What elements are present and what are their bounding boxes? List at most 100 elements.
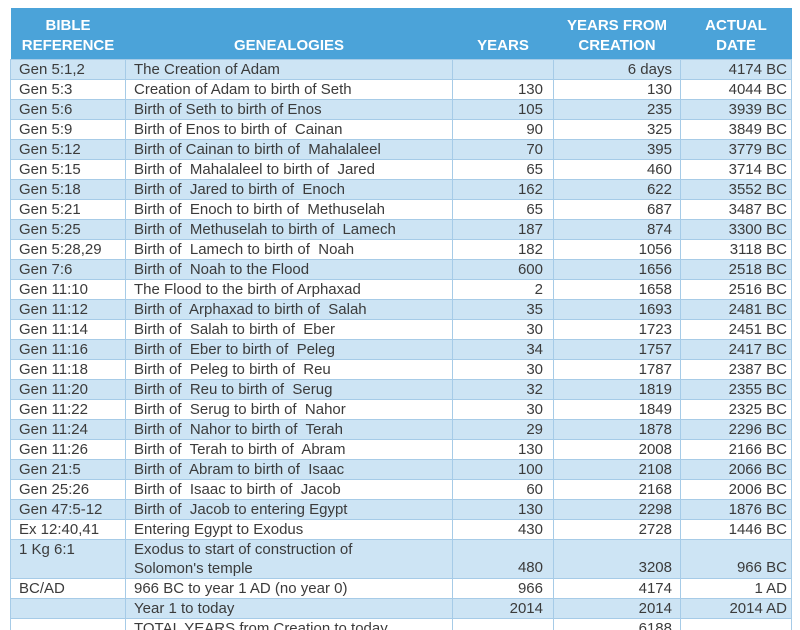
cell-bible-reference: Gen 5:9 bbox=[10, 119, 126, 140]
cell-genealogy: 966 BC to year 1 AD (no year 0) bbox=[125, 578, 453, 599]
cell-genealogy: Birth of Arphaxad to birth of Salah bbox=[125, 299, 453, 320]
cell-genealogy: Birth of Enoch to birth of Methuselah bbox=[125, 199, 453, 220]
cell-actual-date: 2296 BC bbox=[680, 419, 792, 440]
cell-years: 30 bbox=[452, 359, 554, 380]
cell-years: 130 bbox=[452, 439, 554, 460]
cell-genealogy: Birth of Methuselah to birth of Lamech bbox=[125, 219, 453, 240]
cell-actual-date: 3714 BC bbox=[680, 159, 792, 180]
cell-years-from-creation: 460 bbox=[553, 159, 681, 180]
table-row: Ex 12:40,41 Entering Egypt to Exodus 430… bbox=[10, 519, 792, 540]
cell-actual-date: 4044 BC bbox=[680, 79, 792, 100]
cell-years-from-creation: 2108 bbox=[553, 459, 681, 480]
cell-actual-date: 1446 BC bbox=[680, 519, 792, 540]
cell-years: 187 bbox=[452, 219, 554, 240]
cell-actual-date: 1 AD bbox=[680, 578, 792, 599]
header-bible-reference: BIBLE REFERENCE bbox=[10, 8, 126, 60]
cell-actual-date: 2417 BC bbox=[680, 339, 792, 360]
cell-genealogy: Year 1 to today bbox=[125, 598, 453, 619]
cell-years: 70 bbox=[452, 139, 554, 160]
cell-bible-reference: Gen 21:5 bbox=[10, 459, 126, 480]
cell-genealogy: The Flood to the birth of Arphaxad bbox=[125, 279, 453, 300]
cell-genealogy: Birth of Reu to birth of Serug bbox=[125, 379, 453, 400]
cell-years: 182 bbox=[452, 239, 554, 260]
cell-bible-reference: Gen 5:3 bbox=[10, 79, 126, 100]
cell-years: 130 bbox=[452, 79, 554, 100]
table-row: Gen 5:12 Birth of Cainan to birth of Mah… bbox=[10, 139, 792, 160]
cell-actual-date: 2518 BC bbox=[680, 259, 792, 280]
table-row: Gen 11:14 Birth of Salah to birth of Ebe… bbox=[10, 319, 792, 340]
cell-actual-date: 2387 BC bbox=[680, 359, 792, 380]
cell-genealogy: TOTAL YEARS from Creation to today bbox=[125, 618, 453, 630]
cell-bible-reference: BC/AD bbox=[10, 578, 126, 599]
cell-genealogy: Birth of Seth to birth of Enos bbox=[125, 99, 453, 120]
table-row: 1 Kg 6:1 Exodus to start of construction… bbox=[10, 539, 792, 579]
table-row: TOTAL YEARS from Creation to today 6188 bbox=[10, 618, 792, 630]
cell-bible-reference: Gen 5:6 bbox=[10, 99, 126, 120]
cell-bible-reference: Gen 25:26 bbox=[10, 479, 126, 500]
cell-years: 30 bbox=[452, 399, 554, 420]
cell-actual-date: 2166 BC bbox=[680, 439, 792, 460]
header-genealogies: GENEALOGIES bbox=[125, 8, 453, 60]
cell-bible-reference: Gen 5:28,29 bbox=[10, 239, 126, 260]
cell-years-from-creation: 235 bbox=[553, 99, 681, 120]
cell-years: 430 bbox=[452, 519, 554, 540]
table-row: Gen 21:5 Birth of Abram to birth of Isaa… bbox=[10, 459, 792, 480]
cell-genealogy: Birth of Mahalaleel to birth of Jared bbox=[125, 159, 453, 180]
cell-bible-reference: Gen 11:26 bbox=[10, 439, 126, 460]
cell-genealogy: Birth of Terah to birth of Abram bbox=[125, 439, 453, 460]
cell-years: 32 bbox=[452, 379, 554, 400]
cell-years: 30 bbox=[452, 319, 554, 340]
cell-genealogy: Birth of Isaac to birth of Jacob bbox=[125, 479, 453, 500]
table-row: Gen 11:16 Birth of Eber to birth of Pele… bbox=[10, 339, 792, 360]
cell-years: 60 bbox=[452, 479, 554, 500]
cell-years-from-creation: 1757 bbox=[553, 339, 681, 360]
cell-bible-reference: 1 Kg 6:1 bbox=[10, 539, 126, 579]
cell-genealogy: Birth of Jared to birth of Enoch bbox=[125, 179, 453, 200]
cell-bible-reference: Gen 5:1,2 bbox=[10, 59, 126, 80]
cell-years-from-creation: 2728 bbox=[553, 519, 681, 540]
cell-genealogy: Birth of Serug to birth of Nahor bbox=[125, 399, 453, 420]
cell-actual-date: 2325 BC bbox=[680, 399, 792, 420]
cell-bible-reference: Gen 11:22 bbox=[10, 399, 126, 420]
cell-years-from-creation: 2168 bbox=[553, 479, 681, 500]
cell-bible-reference: Gen 11:20 bbox=[10, 379, 126, 400]
cell-bible-reference: Gen 5:18 bbox=[10, 179, 126, 200]
cell-bible-reference: Gen 11:24 bbox=[10, 419, 126, 440]
cell-actual-date: 3849 BC bbox=[680, 119, 792, 140]
cell-actual-date: 2481 BC bbox=[680, 299, 792, 320]
table-header: BIBLE REFERENCE GENEALOGIES YEARS YEARS … bbox=[10, 8, 792, 60]
cell-years: 105 bbox=[452, 99, 554, 120]
table-row: Gen 5:28,29 Birth of Lamech to birth of … bbox=[10, 239, 792, 260]
cell-years-from-creation: 2008 bbox=[553, 439, 681, 460]
cell-actual-date: 2066 BC bbox=[680, 459, 792, 480]
cell-years: 162 bbox=[452, 179, 554, 200]
cell-years: 65 bbox=[452, 199, 554, 220]
cell-genealogy: Creation of Adam to birth of Seth bbox=[125, 79, 453, 100]
genealogy-chronology-table: BIBLE REFERENCE GENEALOGIES YEARS YEARS … bbox=[10, 8, 792, 630]
cell-years bbox=[452, 618, 554, 630]
cell-bible-reference: Gen 7:6 bbox=[10, 259, 126, 280]
cell-bible-reference: Gen 5:15 bbox=[10, 159, 126, 180]
cell-actual-date: 1876 BC bbox=[680, 499, 792, 520]
cell-actual-date: 2451 BC bbox=[680, 319, 792, 340]
cell-bible-reference: Gen 11:18 bbox=[10, 359, 126, 380]
cell-genealogy: Birth of Abram to birth of Isaac bbox=[125, 459, 453, 480]
table-row: Gen 5:25 Birth of Methuselah to birth of… bbox=[10, 219, 792, 240]
cell-years-from-creation: 1819 bbox=[553, 379, 681, 400]
cell-genealogy: Entering Egypt to Exodus bbox=[125, 519, 453, 540]
cell-years-from-creation: 6 days bbox=[553, 59, 681, 80]
table-row: Gen 5:1,2 The Creation of Adam 6 days 41… bbox=[10, 59, 792, 80]
cell-genealogy: Birth of Nahor to birth of Terah bbox=[125, 419, 453, 440]
cell-years bbox=[452, 59, 554, 80]
cell-years: 65 bbox=[452, 159, 554, 180]
cell-years-from-creation: 325 bbox=[553, 119, 681, 140]
cell-bible-reference: Gen 11:16 bbox=[10, 339, 126, 360]
cell-years-from-creation: 1656 bbox=[553, 259, 681, 280]
cell-actual-date bbox=[680, 618, 792, 630]
cell-actual-date: 2014 AD bbox=[680, 598, 792, 619]
cell-genealogy: The Creation of Adam bbox=[125, 59, 453, 80]
cell-genealogy: Exodus to start of construction of Solom… bbox=[125, 539, 453, 579]
cell-years: 130 bbox=[452, 499, 554, 520]
cell-bible-reference: Gen 5:12 bbox=[10, 139, 126, 160]
cell-actual-date: 2516 BC bbox=[680, 279, 792, 300]
